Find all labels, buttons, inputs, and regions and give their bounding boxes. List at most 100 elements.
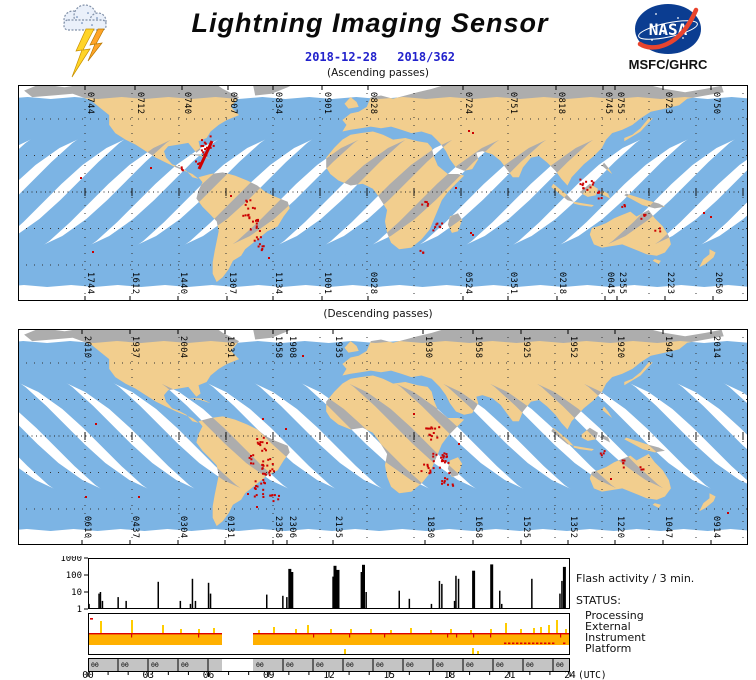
- flash-dot: [252, 220, 254, 223]
- flash-dot: [430, 438, 433, 441]
- hour-label: 09: [263, 670, 275, 680]
- external-spike: [273, 627, 275, 633]
- flash-dot: [263, 447, 266, 450]
- flash-dot: [255, 485, 258, 487]
- flash-dot: [242, 214, 245, 217]
- pass-time-label: 0834: [273, 92, 283, 114]
- flash-dot: [262, 472, 264, 475]
- flash-bar: [286, 597, 288, 609]
- instrument-red-tick: [313, 634, 315, 638]
- flash-dot: [441, 222, 444, 225]
- flash-dot: [257, 245, 260, 248]
- flash-dot: [253, 495, 256, 498]
- instrument-red-tick: [473, 634, 475, 638]
- pass-time-label: 1220: [615, 516, 625, 538]
- pass-time-label: 2010: [82, 336, 92, 358]
- flash-dot: [253, 207, 256, 210]
- ascending-passes-map: 0744 0712 0740 0907 0834 0901 0828 0724 0751 0818…: [18, 85, 748, 301]
- timeline-minute-label: 00: [316, 661, 324, 669]
- pass-time-label: 1908: [287, 336, 297, 358]
- flash-dot: [202, 151, 205, 154]
- pass-time-label: 0524: [463, 272, 473, 294]
- pass-time-label: 0914: [711, 516, 721, 538]
- flash-bar: [266, 594, 268, 609]
- instrument-red-tick: [456, 634, 458, 638]
- instrument-red-dash: [548, 642, 551, 645]
- flash-dot: [271, 494, 274, 497]
- timeline-minute-label: 00: [91, 661, 99, 669]
- descending-passes-map: 2010 1937 2004 1931 1958 1908 1935 1930 1958 1925…: [18, 329, 748, 545]
- timeline-minute-label: 00: [151, 661, 159, 669]
- flash-dot: [262, 488, 265, 491]
- flash-dot: [436, 436, 439, 439]
- pass-time-label: 1612: [130, 272, 140, 294]
- flash-dot: [254, 480, 257, 483]
- status-row-external: External: [585, 620, 631, 633]
- flash-dot: [443, 480, 446, 483]
- instrument-red-dash: [544, 642, 547, 645]
- flash-dot: [209, 146, 212, 149]
- flash-chart-frame: [88, 558, 570, 609]
- flash-dot: [428, 433, 431, 436]
- flash-dot: [440, 460, 443, 463]
- flash-dot: [426, 463, 429, 466]
- timeline-gap: [222, 659, 253, 671]
- flash-dot: [426, 204, 429, 207]
- instrument-red-tick: [384, 634, 386, 638]
- flash-dot: [200, 145, 203, 147]
- flash-dot: [421, 203, 424, 206]
- flash-dot: [710, 216, 712, 218]
- flash-dot: [435, 453, 438, 456]
- flash-bar: [207, 582, 210, 609]
- flash-dot: [430, 435, 433, 438]
- external-spike: [556, 620, 558, 633]
- flash-dot: [262, 460, 265, 463]
- external-spike: [131, 620, 133, 633]
- flash-bar: [457, 578, 460, 609]
- pass-time-label: 0724: [463, 92, 473, 114]
- y-tick-label: 1000: [60, 556, 82, 564]
- hour-label: 15: [384, 670, 395, 680]
- flash-dot: [255, 225, 258, 228]
- flash-dot: [581, 184, 584, 187]
- flash-dot: [448, 472, 451, 475]
- flash-dot: [204, 142, 207, 145]
- flash-dot: [85, 496, 87, 498]
- flash-dot: [455, 187, 457, 189]
- flash-dot: [431, 427, 434, 430]
- flash-dot: [458, 443, 460, 445]
- flash-bar: [88, 603, 90, 609]
- platform-spike: [472, 648, 474, 654]
- flash-dot: [432, 455, 435, 458]
- flash-dot: [268, 471, 271, 474]
- external-spike: [370, 629, 372, 633]
- flash-dot: [206, 146, 208, 149]
- external-spike: [430, 630, 432, 633]
- pass-time-label: 0818: [556, 92, 566, 114]
- flash-dot: [600, 454, 603, 457]
- ascending-passes-label: (Ascending passes): [327, 67, 429, 79]
- flash-dot: [591, 183, 594, 186]
- flash-bar: [101, 600, 104, 609]
- external-spike: [307, 625, 309, 633]
- instrument-red-dash: [516, 642, 519, 645]
- flash-bar: [453, 600, 456, 609]
- flash-dot: [269, 494, 272, 497]
- pass-time-label: 0437: [130, 516, 140, 538]
- pass-time-label: 0750: [711, 92, 721, 114]
- flash-dot: [621, 459, 624, 462]
- flash-bar: [157, 581, 159, 609]
- flash-dot: [256, 506, 258, 508]
- external-spike: [350, 629, 352, 633]
- flash-dot: [472, 132, 474, 134]
- flash-dot: [269, 469, 272, 472]
- flash-dot: [253, 239, 256, 242]
- flash-dot: [427, 427, 430, 430]
- flash-activity-label: Flash activity / 3 min.: [576, 572, 695, 585]
- hour-label: 12: [323, 670, 334, 680]
- flash-dot: [579, 183, 582, 186]
- flash-dot: [260, 482, 263, 485]
- flash-dot: [255, 219, 257, 222]
- flash-dot: [197, 163, 200, 165]
- external-spike: [100, 621, 102, 633]
